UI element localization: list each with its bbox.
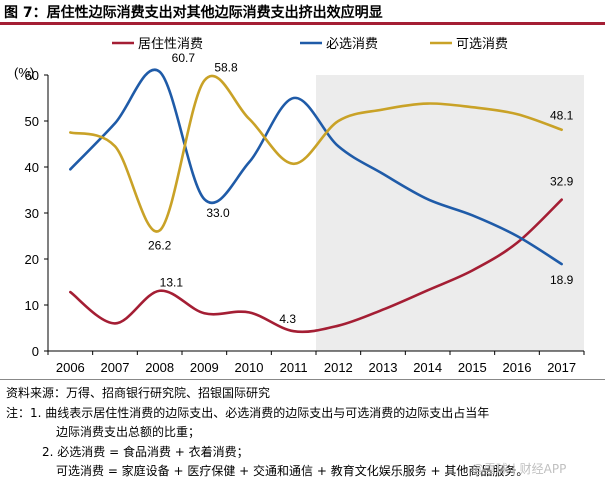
- series-line-2: [69, 68, 563, 266]
- shaded-region: [316, 75, 584, 351]
- x-tick-label: 2016: [503, 360, 532, 375]
- x-tick-label: 2009: [190, 360, 219, 375]
- data-label: 60.7: [172, 51, 196, 65]
- watermark: @雪球 | 财经APP: [472, 462, 567, 476]
- series-line-1: [69, 198, 563, 334]
- x-axis: 2006 2007 2008 2009 2010 2011 2012 2013 2014 2015…: [47, 350, 585, 375]
- x-tick-label: 2014: [413, 360, 442, 375]
- series-lines: [69, 68, 563, 334]
- x-tick-label: 2012: [324, 360, 353, 375]
- x-tick-label: 2007: [101, 360, 130, 375]
- legend-label: 居住性消费: [138, 36, 203, 51]
- legend-label: 必选消费: [326, 36, 378, 51]
- figure-title: 图 7：居住性边际消费支出对其他边际消费支出挤出效应明显: [4, 5, 383, 21]
- note-1-line-2: 边际消费支出总额的比重；: [56, 425, 201, 439]
- y-tick-label: 50: [25, 114, 39, 129]
- y-tick-label: 20: [25, 252, 39, 267]
- y-tick-label: 30: [25, 206, 39, 221]
- data-label: 48.1: [550, 109, 574, 123]
- y-tick-label: 60: [25, 68, 39, 83]
- y-tick-label: 10: [25, 298, 39, 313]
- x-tick-label: 2015: [458, 360, 487, 375]
- x-tick-label: 2008: [145, 360, 174, 375]
- data-label: 26.2: [148, 238, 172, 252]
- y-axis-unit-label: (%): [14, 65, 34, 80]
- data-label: 18.9: [550, 273, 574, 287]
- data-labels: 60.7 33.0 18.9 58.8 26.2 48.1 13.1 4.3 32.9: [148, 51, 574, 326]
- x-tick-label: 2006: [56, 360, 85, 375]
- y-axis: 0 10 20 30 40 50 60: [25, 68, 49, 359]
- x-tick-label: 2011: [280, 360, 308, 375]
- x-tick-label: 2013: [369, 360, 398, 375]
- note-2: 2. 必选消费 = 食品消费 + 衣着消费；: [42, 445, 249, 459]
- data-label: 33.0: [206, 206, 230, 220]
- legend: 居住性消费 必选消费 可选消费: [112, 36, 508, 51]
- data-label: 58.8: [214, 61, 238, 75]
- note-1-line-1: 注：1. 曲线表示居住性消费的边际支出、必选消费的边际支出与可选消费的边际支出占…: [6, 406, 490, 420]
- line-chart: 居住性消费 必选消费 可选消费 (%) 0 10 20 30 40 50 60 2006 2007…: [14, 36, 585, 375]
- footer-rule: [0, 379, 605, 380]
- data-label: 13.1: [160, 276, 184, 290]
- y-tick-label: 40: [25, 160, 39, 175]
- x-tick-label: 2017: [547, 360, 576, 375]
- x-tick-label: 2010: [235, 360, 264, 375]
- data-label: 4.3: [279, 312, 296, 326]
- title-rule: [0, 22, 605, 25]
- data-label: 32.9: [550, 175, 574, 189]
- legend-label: 可选消费: [456, 36, 508, 51]
- series-line-3: [69, 74, 563, 233]
- note-3: 可选消费 = 家庭设备 + 医疗保健 + 交通和通信 + 教育文化娱乐服务 + …: [56, 464, 529, 478]
- source-note: 资料来源：万得、招商银行研究院、招银国际研究: [6, 386, 271, 400]
- y-tick-label: 0: [32, 344, 39, 359]
